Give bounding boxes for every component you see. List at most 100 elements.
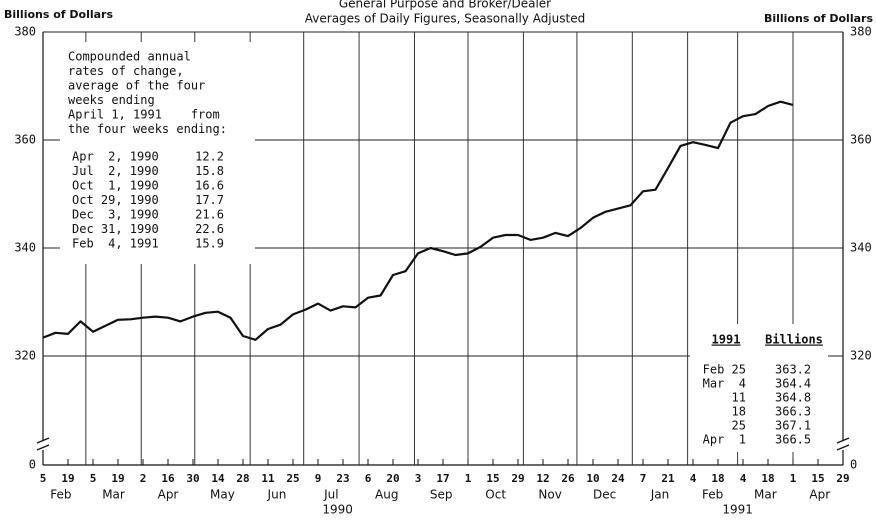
table-header: Billions xyxy=(765,333,823,347)
y-tick-label: 320 xyxy=(14,349,36,363)
month-label: May xyxy=(210,488,235,502)
y-tick-label: 340 xyxy=(14,241,36,255)
x-tick-label: 24 xyxy=(611,472,625,485)
table-date: 25 xyxy=(732,419,746,433)
annotation-text: the four weeks ending: xyxy=(68,122,227,136)
x-tick-label: 5 xyxy=(40,472,47,485)
axis-break xyxy=(836,437,850,451)
table-date: Feb 25 xyxy=(703,363,746,377)
annotation-date: Oct 29, 1990 xyxy=(72,193,159,207)
month-label: Aug xyxy=(375,488,398,502)
table-header: 1991 xyxy=(712,333,741,347)
annotation-rate: 22.6 xyxy=(195,222,224,236)
x-tick-label: 4 xyxy=(690,472,697,485)
x-tick-label: 28 xyxy=(236,472,249,485)
annotation-text: average of the four xyxy=(68,79,205,93)
y-tick-label: 0 xyxy=(29,458,36,472)
x-tick-label: 21 xyxy=(661,472,675,485)
x-tick-label: 14 xyxy=(211,472,225,485)
table-value: 367.1 xyxy=(775,419,811,433)
annotation-text: rates of change, xyxy=(68,64,184,78)
annotation-rate: 12.2 xyxy=(195,150,224,164)
month-label: Jul xyxy=(323,488,338,502)
chart-subtitle: Averages of Daily Figures, Seasonally Ad… xyxy=(305,12,585,26)
table-value: 363.2 xyxy=(775,363,811,377)
x-tick-label: 6 xyxy=(365,472,372,485)
x-tick-label: 10 xyxy=(586,472,599,485)
month-label: Jan xyxy=(650,488,670,502)
x-tick-label: 17 xyxy=(436,472,449,485)
table-date: 18 xyxy=(732,405,746,419)
annotation-date: Apr 2, 1990 xyxy=(72,150,159,164)
x-tick-label: 16 xyxy=(161,472,175,485)
x-tick-label: 25 xyxy=(286,472,299,485)
x-tick-label: 18 xyxy=(761,472,774,485)
y-tick-label: 360 xyxy=(14,133,36,147)
x-tick-label: 20 xyxy=(386,472,399,485)
x-tick-label: 1 xyxy=(465,472,472,485)
table-value: 366.3 xyxy=(775,405,811,419)
annotation-rate: 17.7 xyxy=(195,193,224,207)
x-tick-label: 19 xyxy=(111,472,124,485)
y-tick-label: 380 xyxy=(14,25,36,39)
annotation-rate: 15.8 xyxy=(195,164,224,178)
annotation-box xyxy=(60,42,255,264)
annotation-rate: 21.6 xyxy=(195,208,224,222)
month-label: Apr xyxy=(158,488,179,502)
x-tick-label: 19 xyxy=(61,472,74,485)
table-date: Mar 4 xyxy=(703,377,746,391)
y-axis-label: Billions of Dollars xyxy=(764,12,873,25)
x-tick-label: 18 xyxy=(711,472,724,485)
annotation-rate: 15.9 xyxy=(195,237,224,251)
annotation-date: Jul 2, 1990 xyxy=(72,164,159,178)
table-box xyxy=(690,324,828,452)
x-tick-label: 15 xyxy=(811,472,824,485)
month-label: Mar xyxy=(102,488,125,502)
table-date: Apr 1 xyxy=(703,433,746,447)
month-label: Feb xyxy=(50,488,71,502)
month-label: Sep xyxy=(430,488,453,502)
x-tick-label: 23 xyxy=(336,472,349,485)
x-tick-label: 2 xyxy=(140,472,147,485)
annotation-text: weeks ending xyxy=(68,93,155,107)
y-tick-label: 360 xyxy=(850,133,872,147)
x-tick-label: 4 xyxy=(740,472,747,485)
y-tick-label: 380 xyxy=(850,25,872,39)
x-tick-label: 29 xyxy=(836,472,849,485)
table-date: 11 xyxy=(732,391,746,405)
month-label: Jun xyxy=(267,488,287,502)
month-label: Feb xyxy=(702,488,723,502)
x-tick-label: 3 xyxy=(415,472,422,485)
x-tick-label: 29 xyxy=(511,472,524,485)
y-tick-label: 340 xyxy=(850,241,872,255)
y-axis-label: Billions of Dollars xyxy=(4,8,113,21)
data-line xyxy=(42,100,794,341)
year-label: 1991 xyxy=(722,503,753,517)
annotation-date: Oct 1, 1990 xyxy=(72,179,159,193)
x-tick-label: 15 xyxy=(486,472,499,485)
x-tick-label: 30 xyxy=(186,472,199,485)
table-value: 364.8 xyxy=(775,391,811,405)
month-label: Dec xyxy=(593,488,616,502)
month-label: Nov xyxy=(538,488,561,502)
annotation-date: Dec 3, 1990 xyxy=(72,208,159,222)
chart-title: General Purpose and Broker/Dealer xyxy=(339,0,551,11)
x-tick-label: 7 xyxy=(640,472,647,485)
x-tick-label: 26 xyxy=(561,472,575,485)
annotation-date: Feb 4, 1991 xyxy=(72,237,159,251)
x-tick-label: 12 xyxy=(536,472,549,485)
y-tick-label: 0 xyxy=(850,458,857,472)
x-tick-label: 1 xyxy=(790,472,797,485)
annotation-text: April 1, 1991 from xyxy=(68,108,220,122)
annotation-date: Dec 31, 1990 xyxy=(72,222,159,236)
x-tick-label: 9 xyxy=(315,472,322,485)
month-label: Oct xyxy=(485,488,506,502)
annotation-text: Compounded annual xyxy=(68,50,191,64)
table-value: 364.4 xyxy=(775,377,811,391)
x-tick-label: 11 xyxy=(261,472,275,485)
y-tick-label: 320 xyxy=(850,349,872,363)
table-value: 366.5 xyxy=(775,433,811,447)
month-label: Mar xyxy=(754,488,777,502)
